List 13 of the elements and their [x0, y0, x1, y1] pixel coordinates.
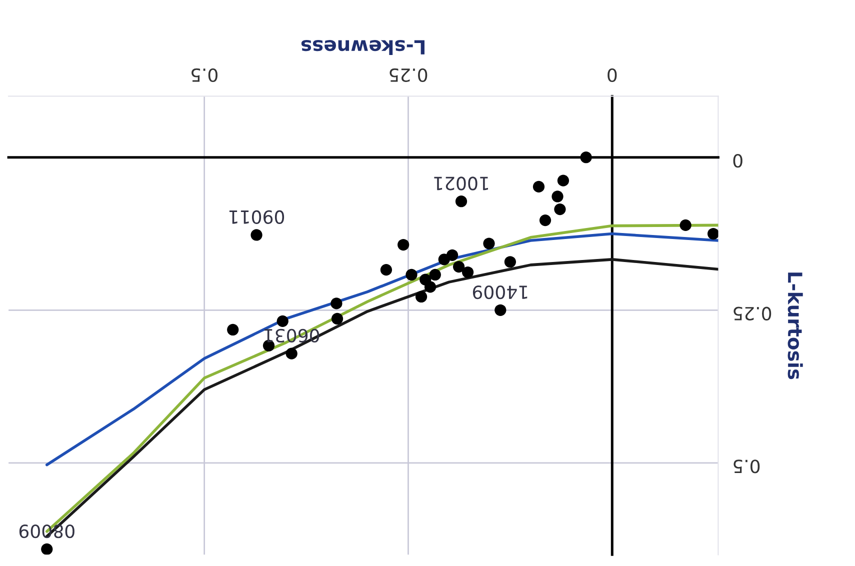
- x-tick-label: 0.25: [390, 68, 428, 82]
- x-axis-title: L-skewness: [301, 40, 424, 56]
- y-tick-label: 0.25: [734, 306, 772, 320]
- y-axis-title: L-kurtosis: [788, 272, 803, 380]
- annotation: 06031: [264, 328, 320, 343]
- y-tick-label: 0: [733, 154, 742, 168]
- annotation: 08009: [19, 524, 74, 538]
- x-tick-label: 0: [608, 68, 617, 82]
- x-tick-label: 0.5: [192, 68, 218, 82]
- annotation: 10021: [434, 176, 488, 190]
- annotation: 09011: [229, 210, 284, 224]
- annotation: 14009: [472, 285, 528, 300]
- y-tick-label: 0.5: [734, 460, 760, 474]
